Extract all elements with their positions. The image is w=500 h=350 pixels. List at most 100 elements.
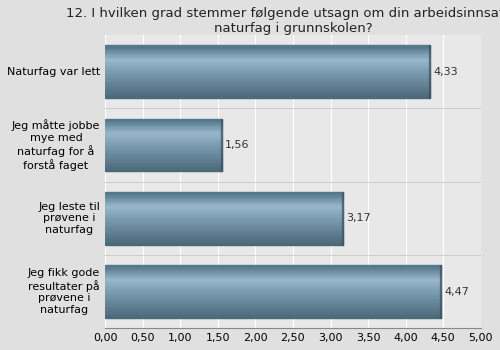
Bar xyxy=(105,126,222,128)
Bar xyxy=(105,286,441,288)
Bar xyxy=(105,307,441,309)
Bar xyxy=(105,84,430,85)
Bar xyxy=(105,124,222,125)
Bar xyxy=(105,49,430,50)
Bar xyxy=(105,149,222,150)
Bar xyxy=(105,142,222,144)
Bar xyxy=(105,212,344,213)
Bar xyxy=(105,317,441,318)
Bar xyxy=(105,61,430,62)
Bar xyxy=(105,91,430,93)
Bar xyxy=(105,234,344,236)
Bar xyxy=(105,204,344,205)
Bar xyxy=(105,237,344,238)
Bar xyxy=(105,129,222,131)
Bar xyxy=(105,161,222,162)
Bar xyxy=(105,225,344,226)
Bar xyxy=(105,278,441,280)
Bar xyxy=(440,265,441,318)
Bar xyxy=(105,230,344,231)
Bar xyxy=(105,97,430,98)
Bar xyxy=(105,209,344,210)
Bar xyxy=(342,192,344,245)
Bar xyxy=(105,222,344,224)
Bar xyxy=(105,68,430,69)
Bar xyxy=(105,293,441,294)
Bar xyxy=(105,309,441,310)
Bar xyxy=(105,153,222,154)
Bar xyxy=(105,157,222,158)
Bar xyxy=(105,201,344,202)
Bar xyxy=(105,132,222,133)
Bar xyxy=(105,169,222,170)
Bar xyxy=(105,128,222,129)
Bar xyxy=(105,146,222,148)
Bar xyxy=(105,90,430,91)
Bar xyxy=(105,208,344,209)
Bar xyxy=(105,265,441,266)
Bar xyxy=(105,219,344,221)
Bar xyxy=(105,192,344,193)
Bar xyxy=(105,65,430,66)
Bar xyxy=(105,276,441,277)
Bar xyxy=(105,217,344,218)
Bar xyxy=(105,77,430,78)
Bar xyxy=(105,274,441,276)
Bar xyxy=(105,202,344,204)
Bar xyxy=(105,288,441,289)
Bar xyxy=(105,131,222,132)
Bar xyxy=(105,195,344,196)
Bar xyxy=(105,81,430,82)
Bar xyxy=(105,73,430,74)
Bar xyxy=(105,294,441,295)
Bar xyxy=(105,298,441,300)
Bar xyxy=(105,160,222,161)
Bar xyxy=(105,69,430,70)
Bar xyxy=(105,302,441,303)
Bar xyxy=(105,221,344,222)
Bar xyxy=(105,239,344,241)
Bar xyxy=(105,196,344,197)
Bar xyxy=(105,136,222,137)
Bar xyxy=(105,50,430,52)
Bar xyxy=(105,306,441,307)
Bar xyxy=(105,241,344,242)
Bar xyxy=(105,52,430,53)
Bar xyxy=(105,122,222,124)
Bar xyxy=(221,119,222,171)
Bar xyxy=(105,315,441,317)
Bar xyxy=(105,166,222,167)
Bar xyxy=(105,285,441,286)
Bar xyxy=(105,224,344,225)
Bar xyxy=(105,119,222,120)
Bar xyxy=(105,193,344,195)
Bar xyxy=(105,144,222,145)
Bar xyxy=(105,238,344,239)
Bar xyxy=(105,229,344,230)
Bar xyxy=(105,198,344,200)
Bar xyxy=(105,76,430,77)
Bar xyxy=(105,72,430,73)
Bar xyxy=(105,197,344,198)
Bar xyxy=(105,312,441,313)
Bar xyxy=(105,290,441,292)
Bar xyxy=(105,58,430,60)
Bar xyxy=(105,295,441,297)
Bar xyxy=(105,64,430,65)
Bar xyxy=(105,170,222,171)
Bar xyxy=(105,94,430,95)
Bar xyxy=(105,95,430,97)
Bar xyxy=(105,70,430,72)
Text: 4,33: 4,33 xyxy=(434,66,458,77)
Bar xyxy=(105,271,441,272)
Bar xyxy=(105,82,430,84)
Bar xyxy=(105,272,441,273)
Bar xyxy=(105,280,441,281)
Bar xyxy=(105,45,430,47)
Text: 3,17: 3,17 xyxy=(346,213,371,223)
Bar xyxy=(105,210,344,212)
Bar xyxy=(105,300,441,301)
Bar xyxy=(105,273,441,274)
Bar xyxy=(105,85,430,86)
Bar xyxy=(105,93,430,94)
